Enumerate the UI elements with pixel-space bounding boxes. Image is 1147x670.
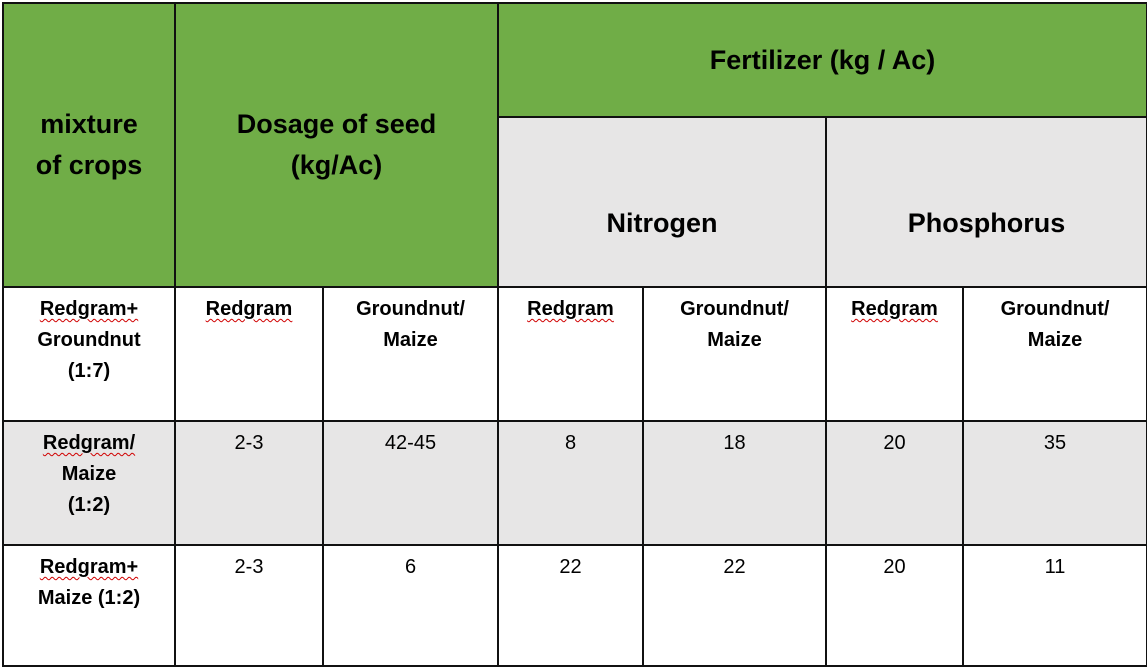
crop-cell-redgram-maize-2: Redgram+ Maize (1:2) xyxy=(2,544,176,667)
mixture-of-crops-header: mixture of crops xyxy=(2,2,176,288)
table-row: Redgram/ Maize (1:2) 2-3 42-45 8 18 20 3… xyxy=(2,420,1147,546)
seed-groundnut-maize-label: Groundnut/ Maize xyxy=(322,286,499,422)
header-row-1: mixture of crops Dosage of seed (kg/Ac) … xyxy=(2,2,1147,288)
subheader-row: Redgram+ Groundnut (1:7) Redgram Groundn… xyxy=(2,286,1147,422)
nitrogen-redgram-value: 22 xyxy=(497,544,644,667)
phosphorus-header: Phosphorus xyxy=(824,116,1147,288)
phosphorus-redgram-value: 20 xyxy=(825,544,964,667)
crop-cell-redgram-maize: Redgram/ Maize (1:2) xyxy=(2,420,176,546)
seed-redgram-value: 2-3 xyxy=(174,544,324,667)
nitrogen-redgram-value: 8 xyxy=(497,420,644,546)
phosphorus-redgram-value: 20 xyxy=(825,420,964,546)
phosphorus-groundnut-maize-value: 11 xyxy=(961,544,1147,667)
table-row: Redgram+ Maize (1:2) 2-3 6 22 22 20 11 xyxy=(2,544,1147,667)
nitrogen-groundnut-maize-value: 18 xyxy=(642,420,827,546)
seed-redgram-value: 2-3 xyxy=(174,420,324,546)
header-row-2: Nitrogen Phosphorus xyxy=(3,116,1147,288)
phosphorus-groundnut-maize-value: 35 xyxy=(961,420,1147,546)
seed-groundnut-maize-value: 42-45 xyxy=(322,420,499,546)
seed-redgram-label: Redgram xyxy=(174,286,324,422)
crop-cell-redgram-groundnut: Redgram+ Groundnut (1:7) xyxy=(2,286,176,422)
fertilizer-header: Fertilizer (kg / Ac) xyxy=(496,2,1147,118)
phosphorus-redgram-label: Redgram xyxy=(825,286,964,422)
nitrogen-redgram-label: Redgram xyxy=(497,286,644,422)
phosphorus-groundnut-maize-label: Groundnut/ Maize xyxy=(961,286,1147,422)
nitrogen-header: Nitrogen xyxy=(497,116,827,288)
nitrogen-groundnut-maize-label: Groundnut/ Maize xyxy=(642,286,827,422)
nitrogen-groundnut-maize-value: 22 xyxy=(642,544,827,667)
seed-groundnut-maize-value: 6 xyxy=(322,544,499,667)
dosage-of-seed-header: Dosage of seed (kg/Ac) xyxy=(174,2,499,288)
